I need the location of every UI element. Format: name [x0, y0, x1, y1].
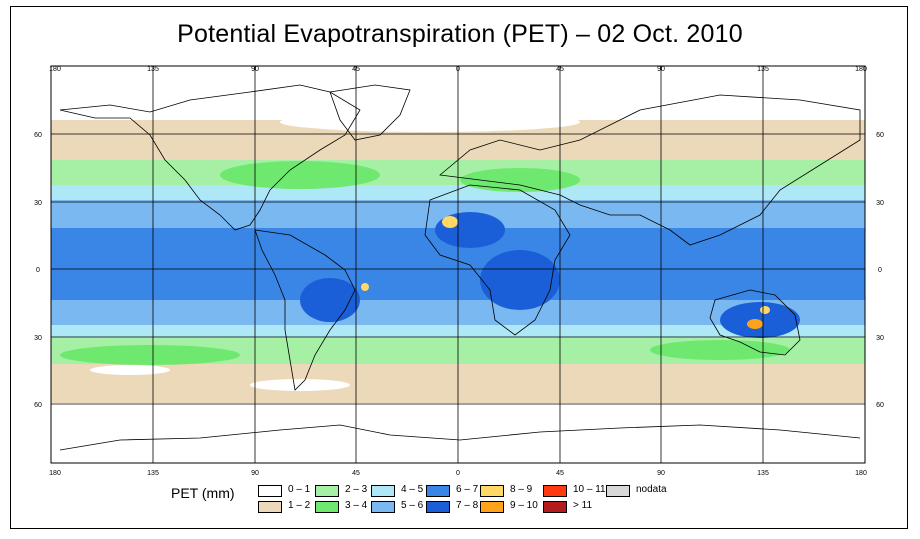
patch-8-9	[760, 306, 770, 314]
patch-7-8	[480, 250, 560, 310]
lat-label: 60	[34, 402, 42, 409]
legend-swatch	[315, 501, 339, 513]
lon-label: 180	[49, 66, 61, 73]
legend-swatch	[371, 485, 395, 497]
patch-3-4	[460, 168, 580, 192]
patch-8-9	[361, 283, 369, 291]
patch-3-4	[60, 345, 240, 365]
lon-label: 90	[657, 470, 665, 477]
legend-swatch	[606, 485, 630, 497]
legend-label: 4 – 5	[401, 484, 424, 495]
coastlines	[59, 84, 861, 451]
lon-label: 180	[855, 470, 867, 477]
legend-label: 7 – 8	[456, 500, 479, 511]
lat-label: 30	[876, 200, 884, 207]
legend-label: 3 – 4	[345, 500, 368, 511]
legend-swatch	[315, 485, 339, 497]
patch-8-9	[442, 216, 458, 228]
lon-label: 180	[855, 66, 867, 73]
figure-frame	[10, 6, 908, 529]
legend-swatch	[426, 485, 450, 497]
patch-0-1	[280, 112, 580, 132]
legend-swatch	[480, 485, 504, 497]
bottom-lon-labels: 180 135 90 45 0 45 90 135 180	[49, 470, 867, 477]
legend-swatch	[543, 485, 567, 497]
lon-label: 0	[456, 66, 460, 73]
legend-label: 10 – 11	[573, 484, 606, 495]
lon-label: 45	[556, 66, 564, 73]
legend-label: 5 – 6	[401, 500, 424, 511]
legend-swatch	[258, 501, 282, 513]
greenland-outline	[329, 84, 411, 141]
lat-label: 60	[876, 132, 884, 139]
legend-swatch	[371, 501, 395, 513]
lon-label: 180	[49, 470, 61, 477]
australia-outline	[709, 289, 801, 356]
south-america-outline	[254, 229, 356, 391]
patch-3-4	[650, 340, 790, 360]
legend-label: 2 – 3	[345, 484, 368, 495]
legend-label: 0 – 1	[288, 484, 311, 495]
patch-0-1	[90, 365, 170, 375]
lon-label: 135	[757, 66, 769, 73]
lon-label: 90	[251, 470, 259, 477]
north-america-outline	[59, 84, 361, 231]
right-lat-labels: 60 30 0 30 60	[876, 132, 884, 409]
legend-label: 9 – 10	[510, 500, 538, 511]
lon-label: 135	[757, 470, 769, 477]
lon-label: 135	[147, 66, 159, 73]
lon-label: 0	[456, 470, 460, 477]
legend-label: nodata	[636, 484, 667, 495]
antarctica-outline	[59, 424, 861, 451]
map-border	[50, 65, 866, 464]
lon-label: 45	[352, 470, 360, 477]
legend-label: 8 – 9	[510, 484, 533, 495]
legend-label: 6 – 7	[456, 484, 479, 495]
patch-9-10	[747, 319, 763, 329]
legend-swatch	[426, 501, 450, 513]
legend-title: PET (mm)	[171, 485, 235, 501]
patch-7-8	[720, 302, 800, 338]
legend-swatch	[543, 501, 567, 513]
legend-swatch	[258, 485, 282, 497]
lat-label: 30	[34, 335, 42, 342]
legend-label: 1 – 2	[288, 500, 311, 511]
lon-label: 135	[147, 470, 159, 477]
map-title: Potential Evapotranspiration (PET) – 02 …	[177, 20, 743, 48]
lon-label: 45	[352, 66, 360, 73]
left-lat-labels: 60 30 0 30 60	[34, 132, 42, 409]
graticule	[51, 66, 865, 463]
top-lon-labels: 180 135 90 45 0 45 90 135 180	[49, 66, 867, 73]
lat-label: 0	[36, 267, 40, 274]
patch-3-4	[220, 161, 380, 189]
legend-swatch	[480, 501, 504, 513]
lat-label: 60	[876, 402, 884, 409]
lon-label: 90	[251, 66, 259, 73]
lat-label: 0	[878, 267, 882, 274]
legend-label: > 11	[573, 500, 592, 511]
lat-label: 60	[34, 132, 42, 139]
africa-outline	[424, 184, 571, 336]
lon-label: 45	[556, 470, 564, 477]
lon-label: 90	[657, 66, 665, 73]
patch-7-8	[300, 278, 360, 322]
lat-label: 30	[876, 335, 884, 342]
lat-label: 30	[34, 200, 42, 207]
